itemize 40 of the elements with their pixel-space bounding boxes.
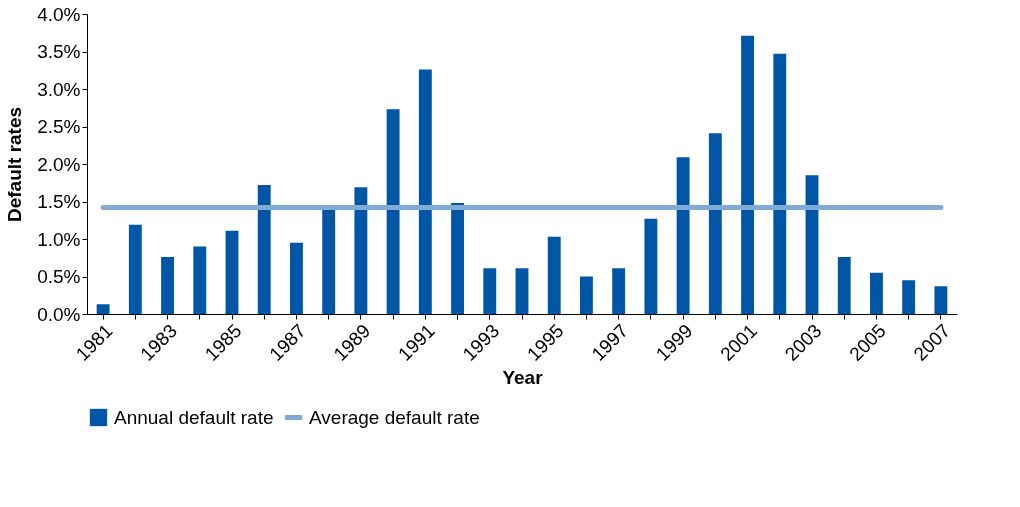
y-tick-label: 2.0% bbox=[37, 153, 81, 175]
bar bbox=[934, 286, 948, 314]
bar bbox=[708, 133, 722, 314]
bar bbox=[161, 257, 174, 314]
bar bbox=[837, 257, 851, 314]
bar bbox=[257, 185, 271, 314]
bar bbox=[515, 268, 529, 314]
bar bbox=[225, 230, 239, 314]
bar bbox=[483, 268, 497, 314]
bar bbox=[322, 209, 336, 314]
bar bbox=[773, 53, 787, 314]
bar bbox=[96, 304, 110, 314]
bar bbox=[451, 203, 464, 314]
y-axis-title: Default rates bbox=[4, 106, 26, 223]
bar bbox=[354, 187, 368, 314]
bar bbox=[644, 218, 658, 314]
bar bbox=[805, 175, 819, 314]
bar bbox=[193, 246, 207, 314]
bar bbox=[741, 35, 754, 314]
bar bbox=[547, 236, 561, 314]
bar bbox=[128, 224, 142, 314]
legend-label: Average default rate bbox=[309, 406, 480, 428]
bar bbox=[870, 272, 883, 314]
legend-label: Annual default rate bbox=[114, 406, 274, 428]
y-tick-label: 4.0% bbox=[37, 3, 81, 25]
bar bbox=[418, 69, 432, 314]
y-tick-label: 2.5% bbox=[37, 116, 81, 137]
y-tick-label: 0.5% bbox=[37, 266, 81, 287]
y-tick-label: 1.5% bbox=[37, 191, 81, 212]
bar bbox=[290, 242, 303, 314]
bar bbox=[580, 276, 593, 314]
y-tick-label: 3.5% bbox=[37, 41, 81, 62]
y-tick-label: 0.0% bbox=[37, 303, 81, 325]
x-axis-title: Year bbox=[502, 366, 544, 388]
y-tick-label: 3.0% bbox=[37, 78, 81, 100]
bar bbox=[676, 157, 690, 314]
bar bbox=[612, 268, 626, 314]
bar bbox=[902, 280, 916, 314]
y-tick-label: 1.0% bbox=[37, 228, 81, 250]
bar bbox=[386, 109, 400, 314]
